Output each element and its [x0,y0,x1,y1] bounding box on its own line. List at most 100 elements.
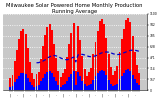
Bar [22,73,24,90]
Bar [73,23,75,90]
Bar [123,73,125,90]
Bar [73,71,75,90]
Bar [97,73,99,90]
Bar [18,76,20,90]
Bar [77,72,79,90]
Bar [75,85,77,90]
Bar [138,85,140,90]
Bar [103,24,105,90]
Bar [129,22,131,90]
Bar [27,48,29,90]
Bar [44,74,46,90]
Bar [62,85,64,90]
Bar [20,73,22,90]
Bar [46,27,48,90]
Bar [22,29,24,90]
Bar [40,59,42,90]
Bar [119,79,120,90]
Bar [86,86,88,90]
Bar [68,44,70,90]
Bar [60,86,62,90]
Bar [125,20,127,90]
Bar [101,70,103,90]
Bar [70,33,72,90]
Bar [36,74,37,90]
Bar [66,81,68,90]
Bar [105,75,107,90]
Bar [44,35,46,90]
Bar [77,26,79,90]
Bar [121,76,123,90]
Bar [46,72,48,90]
Bar [121,39,123,90]
Bar [64,69,66,90]
Bar [99,21,101,90]
Bar [33,79,35,90]
Bar [33,87,35,90]
Bar [38,85,40,90]
Bar [101,19,103,90]
Bar [129,71,131,90]
Bar [27,78,29,90]
Bar [123,29,125,90]
Bar [95,76,96,90]
Bar [134,52,136,90]
Bar [112,75,114,90]
Bar [51,73,53,90]
Bar [51,30,53,90]
Bar [75,71,77,90]
Bar [84,69,86,90]
Bar [114,71,116,90]
Bar [20,31,22,90]
Bar [134,79,136,90]
Bar [57,85,59,90]
Bar [53,44,55,90]
Bar [57,71,59,90]
Bar [66,57,68,90]
Bar [14,82,16,90]
Bar [119,52,120,90]
Bar [99,70,101,90]
Bar [125,70,127,90]
Bar [116,66,118,90]
Bar [70,74,72,90]
Bar [25,74,27,90]
Bar [81,56,83,90]
Bar [108,54,110,90]
Bar [40,81,42,90]
Bar [90,68,92,90]
Bar [29,62,31,90]
Bar [132,36,134,90]
Bar [127,70,129,90]
Bar [81,80,83,90]
Bar [64,84,66,90]
Bar [88,85,90,90]
Bar [127,18,129,90]
Bar [79,40,81,90]
Bar [42,46,44,90]
Bar [31,73,33,90]
Title: Milwaukee Solar Powered Home Monthly Production Running Average: Milwaukee Solar Powered Home Monthly Pro… [7,3,143,14]
Bar [60,77,62,90]
Bar [132,75,134,90]
Bar [84,84,86,90]
Bar [49,24,51,90]
Bar [42,78,44,90]
Bar [9,78,11,90]
Bar [55,81,57,90]
Bar [92,80,94,90]
Bar [90,84,92,90]
Bar [14,61,16,90]
Bar [79,76,81,90]
Bar [31,85,33,90]
Bar [12,86,13,90]
Bar [25,34,27,90]
Bar [105,38,107,90]
Bar [97,31,99,90]
Bar [12,75,13,90]
Bar [92,54,94,90]
Bar [95,42,96,90]
Bar [86,76,88,90]
Bar [110,67,112,90]
Bar [55,58,57,90]
